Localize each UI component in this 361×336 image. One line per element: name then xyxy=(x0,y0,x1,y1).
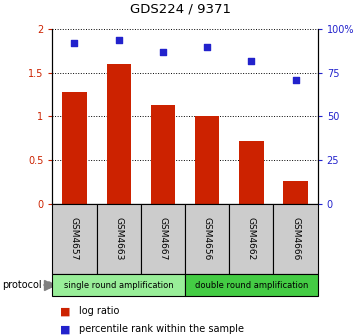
Text: GSM4657: GSM4657 xyxy=(70,217,79,261)
Point xyxy=(248,58,254,63)
Text: ■: ■ xyxy=(60,324,70,334)
Point xyxy=(160,49,166,54)
Text: double round amplification: double round amplification xyxy=(195,281,308,290)
Point xyxy=(116,37,122,42)
Text: ■: ■ xyxy=(60,306,70,316)
Bar xyxy=(151,105,175,204)
Bar xyxy=(62,92,87,204)
Text: protocol: protocol xyxy=(2,280,42,290)
Bar xyxy=(239,141,264,204)
Text: single round amplification: single round amplification xyxy=(64,281,174,290)
Text: log ratio: log ratio xyxy=(79,306,120,316)
Text: GDS224 / 9371: GDS224 / 9371 xyxy=(130,2,231,15)
Text: GSM4666: GSM4666 xyxy=(291,217,300,261)
Point xyxy=(204,44,210,49)
Text: GSM4662: GSM4662 xyxy=(247,217,256,261)
Point xyxy=(293,77,299,82)
Bar xyxy=(106,64,131,204)
Bar xyxy=(283,181,308,204)
Text: GSM4667: GSM4667 xyxy=(158,217,168,261)
Text: GSM4656: GSM4656 xyxy=(203,217,212,261)
Text: GSM4663: GSM4663 xyxy=(114,217,123,261)
Text: percentile rank within the sample: percentile rank within the sample xyxy=(79,324,244,334)
Bar xyxy=(195,116,219,204)
Point xyxy=(71,40,77,46)
